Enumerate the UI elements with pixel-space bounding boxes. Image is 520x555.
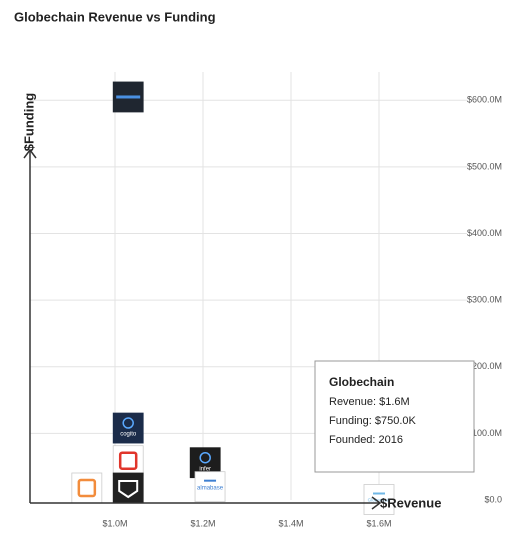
logo	[112, 472, 144, 504]
y-tick-label: $500.0M	[467, 161, 502, 171]
logo-icon	[118, 451, 138, 470]
x-tick-label: $1.2M	[190, 518, 215, 528]
x-axis-arrow	[371, 496, 382, 510]
logo-text: cogito	[120, 432, 137, 438]
logo-text: Globechain	[368, 498, 391, 503]
marks: cogito infer almabase Globechain	[71, 81, 395, 515]
y-tick-label: $100.0M	[467, 428, 502, 438]
y-tick-label: $400.0M	[467, 228, 502, 238]
y-tick-label: $0.0	[484, 494, 502, 504]
logo-box	[112, 445, 144, 477]
tooltip: Globechain Revenue: $1.6M Funding: $750.…	[314, 360, 475, 473]
logo-icon	[199, 451, 211, 464]
logo	[71, 472, 103, 504]
logo	[112, 445, 144, 477]
x-tick-label: $1.6M	[366, 518, 391, 528]
logo-icon	[116, 95, 141, 99]
grid: $0.0 $100.0M $200.0M $300.0M $400.0M $500.0M $…	[30, 72, 502, 528]
logo	[112, 81, 144, 113]
y-tick-label: $600.0M	[467, 95, 502, 105]
tooltip-line: Founded: 2016	[329, 434, 403, 446]
logo: almabase	[194, 471, 226, 503]
logo-box	[363, 484, 395, 515]
tooltip-line: Revenue: $1.6M	[329, 396, 410, 408]
logo-box	[71, 472, 103, 504]
y-tick-label: $300.0M	[467, 295, 502, 305]
tooltip-title: Globechain	[329, 375, 394, 389]
logo-icon	[122, 417, 134, 429]
x-axis-label: $Revenue	[380, 495, 441, 510]
tooltip-box	[314, 360, 475, 473]
logo: Globechain	[363, 484, 395, 515]
logo-box	[194, 471, 226, 503]
x-tick-label: $1.0M	[102, 518, 127, 528]
y-tick-label: $200.0M	[467, 361, 502, 371]
tooltip-line: Funding: $750.0K	[329, 415, 417, 427]
logo-icon	[77, 478, 97, 498]
x-tick-label: $1.4M	[278, 518, 303, 528]
axes	[23, 148, 382, 510]
chart-title: Globechain Revenue vs Funding	[14, 9, 216, 24]
logo-text: infer	[199, 466, 211, 472]
y-axis-label: $Funding	[21, 93, 36, 152]
logo: cogito	[112, 412, 144, 444]
logo-box	[112, 472, 144, 504]
y-axis-arrow	[23, 148, 37, 159]
logo-icon	[118, 480, 139, 499]
logo-text: almabase	[197, 485, 224, 491]
